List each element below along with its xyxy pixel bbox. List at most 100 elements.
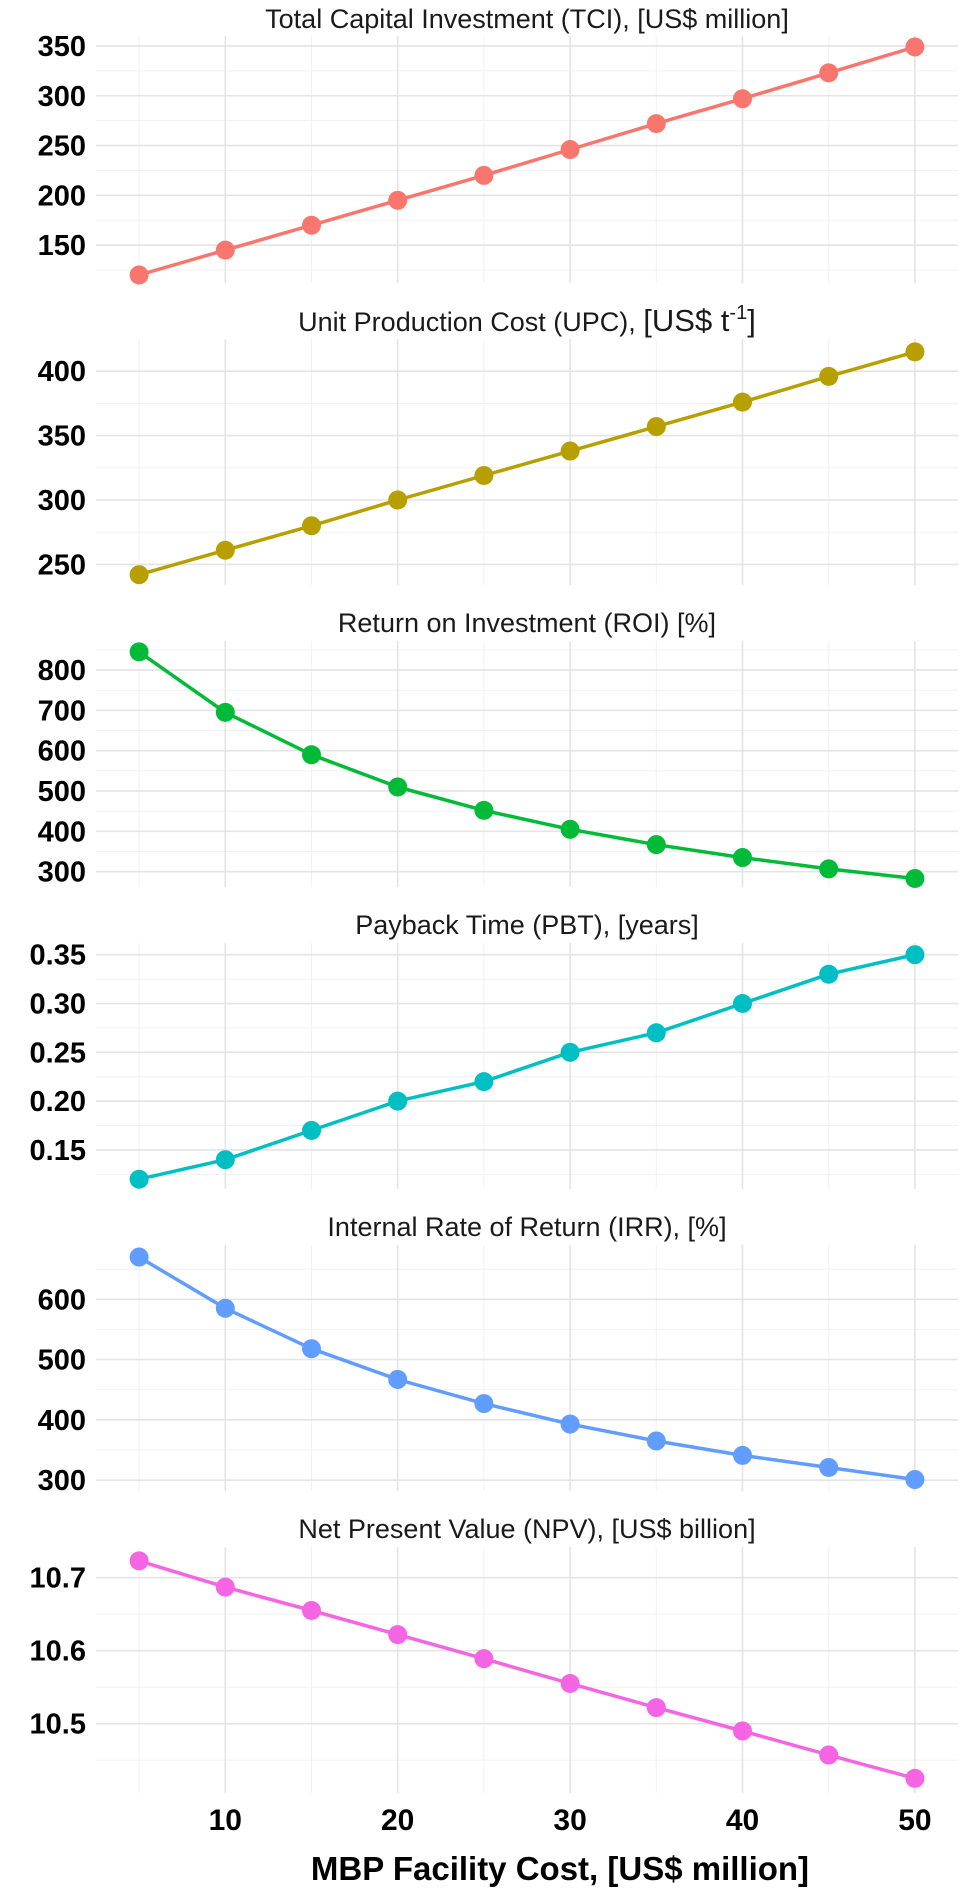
y-tick-label-tci: 150 [38, 230, 86, 262]
y-tick-label-pbt: 0.15 [30, 1135, 86, 1167]
y-tick-label-tci: 350 [38, 31, 86, 63]
data-point-pbt [129, 1169, 149, 1189]
x-tick-label: 50 [898, 1804, 931, 1837]
data-point-irr [819, 1457, 839, 1477]
data-point-upc [215, 540, 235, 560]
panel-title-roi: Return on Investment (ROI) [%] [338, 608, 716, 638]
x-tick-label: 20 [381, 1804, 414, 1837]
data-point-tci [129, 265, 149, 285]
y-tick-label-tci: 300 [38, 81, 86, 113]
data-point-pbt [560, 1042, 580, 1062]
data-point-upc [646, 417, 666, 437]
data-point-npv [474, 1649, 494, 1669]
data-point-tci [646, 114, 666, 134]
panel-roi: Return on Investment (ROI) [%] 300 400 500… [38, 608, 958, 889]
data-point-pbt [474, 1072, 494, 1092]
data-point-irr [388, 1369, 408, 1389]
data-point-tci [215, 240, 235, 260]
x-tick-label: 40 [726, 1804, 759, 1837]
y-tick-label-pbt: 0.20 [30, 1086, 86, 1118]
data-point-roi [819, 859, 839, 879]
y-tick-label-upc: 350 [38, 421, 86, 453]
panel-upc: Unit Production Cost (UPC), [US$ t-1] 25… [38, 302, 958, 585]
series-line-upc [138, 350, 916, 577]
panel-title-upc-main: Unit Production Cost (UPC), [298, 307, 643, 337]
data-point-upc [129, 565, 149, 585]
data-point-pbt [905, 945, 925, 965]
data-point-roi [388, 777, 408, 797]
y-tick-label-tci: 250 [38, 131, 86, 163]
data-point-irr [302, 1339, 321, 1359]
data-point-irr [129, 1247, 149, 1267]
panel-title-tci: Total Capital Investment (TCI), [US$ mil… [265, 4, 789, 34]
y-tick-label-pbt: 0.25 [30, 1037, 86, 1069]
data-point-npv [388, 1625, 408, 1645]
y-tick-label-roi: 700 [38, 695, 86, 727]
data-point-tci [302, 215, 321, 235]
y-tick-label-roi: 800 [38, 655, 86, 687]
x-axis: 10 20 30 40 50 [209, 1804, 932, 1837]
data-point-npv [302, 1601, 321, 1621]
data-point-irr [905, 1470, 925, 1490]
data-point-tci [819, 63, 839, 83]
data-point-upc [302, 516, 321, 536]
panel-title-upc-sup: -1 [729, 302, 747, 324]
y-tick-label-irr: 300 [38, 1465, 86, 1497]
data-point-npv [646, 1698, 666, 1718]
y-tick-label-upc: 300 [38, 485, 86, 517]
x-axis-title: MBP Facility Cost, [US$ million] [311, 1850, 809, 1887]
panel-irr: Internal Rate of Return (IRR), [%] 300 40… [38, 1212, 958, 1497]
y-tick-label-irr: 500 [38, 1345, 86, 1377]
data-point-roi [905, 869, 925, 889]
data-point-irr [646, 1431, 666, 1451]
y-tick-label-upc: 400 [38, 356, 86, 388]
data-point-pbt [733, 994, 752, 1014]
data-point-npv [215, 1577, 235, 1597]
data-point-tci [560, 140, 580, 160]
data-point-roi [560, 819, 580, 839]
data-point-roi [129, 642, 149, 662]
data-point-irr [474, 1394, 494, 1414]
y-tick-label-roi: 500 [38, 776, 86, 808]
series-line-irr [138, 1255, 916, 1482]
data-point-npv [560, 1674, 580, 1694]
series-line-tci [138, 45, 916, 277]
data-point-npv [733, 1721, 752, 1741]
data-point-pbt [819, 964, 839, 984]
data-point-roi [733, 848, 752, 868]
panel-tci: Total Capital Investment (TCI), [US$ mil… [38, 4, 958, 285]
panel-title-irr: Internal Rate of Return (IRR), [%] [327, 1212, 726, 1242]
data-point-npv [819, 1745, 839, 1765]
series-line-npv [138, 1559, 916, 1781]
series-line-roi [138, 650, 916, 881]
data-point-irr [733, 1445, 752, 1465]
panel-title-pbt: Payback Time (PBT), [years] [355, 910, 699, 940]
data-point-upc [560, 441, 580, 461]
y-tick-label-npv: 10.6 [30, 1636, 86, 1668]
data-point-upc [474, 466, 494, 486]
series-line-pbt [138, 952, 916, 1181]
x-tick-label: 10 [209, 1804, 242, 1837]
y-tick-label-npv: 10.5 [30, 1709, 86, 1741]
y-tick-label-irr: 400 [38, 1405, 86, 1437]
y-tick-label-irr: 600 [38, 1284, 86, 1316]
data-point-roi [302, 745, 321, 765]
y-tick-label-roi: 600 [38, 736, 86, 768]
panel-title-npv: Net Present Value (NPV), [US$ billion] [298, 1514, 755, 1544]
data-point-pbt [215, 1150, 235, 1170]
panel-npv: Net Present Value (NPV), [US$ billion] 1… [30, 1514, 958, 1793]
panel-pbt: Payback Time (PBT), [years] 0.15 0.20 0.25… [30, 910, 958, 1189]
data-point-tci [474, 165, 494, 185]
data-point-npv [905, 1768, 925, 1788]
data-point-pbt [388, 1091, 408, 1111]
data-point-tci [733, 89, 752, 109]
y-tick-label-roi: 400 [38, 816, 86, 848]
data-point-tci [388, 190, 408, 210]
data-point-upc [819, 366, 839, 386]
y-tick-label-tci: 200 [38, 180, 86, 212]
panel-title-upc-unit: [US$ t [643, 303, 730, 338]
data-point-pbt [302, 1120, 321, 1140]
data-point-roi [215, 702, 235, 722]
x-tick-label: 30 [553, 1804, 586, 1837]
